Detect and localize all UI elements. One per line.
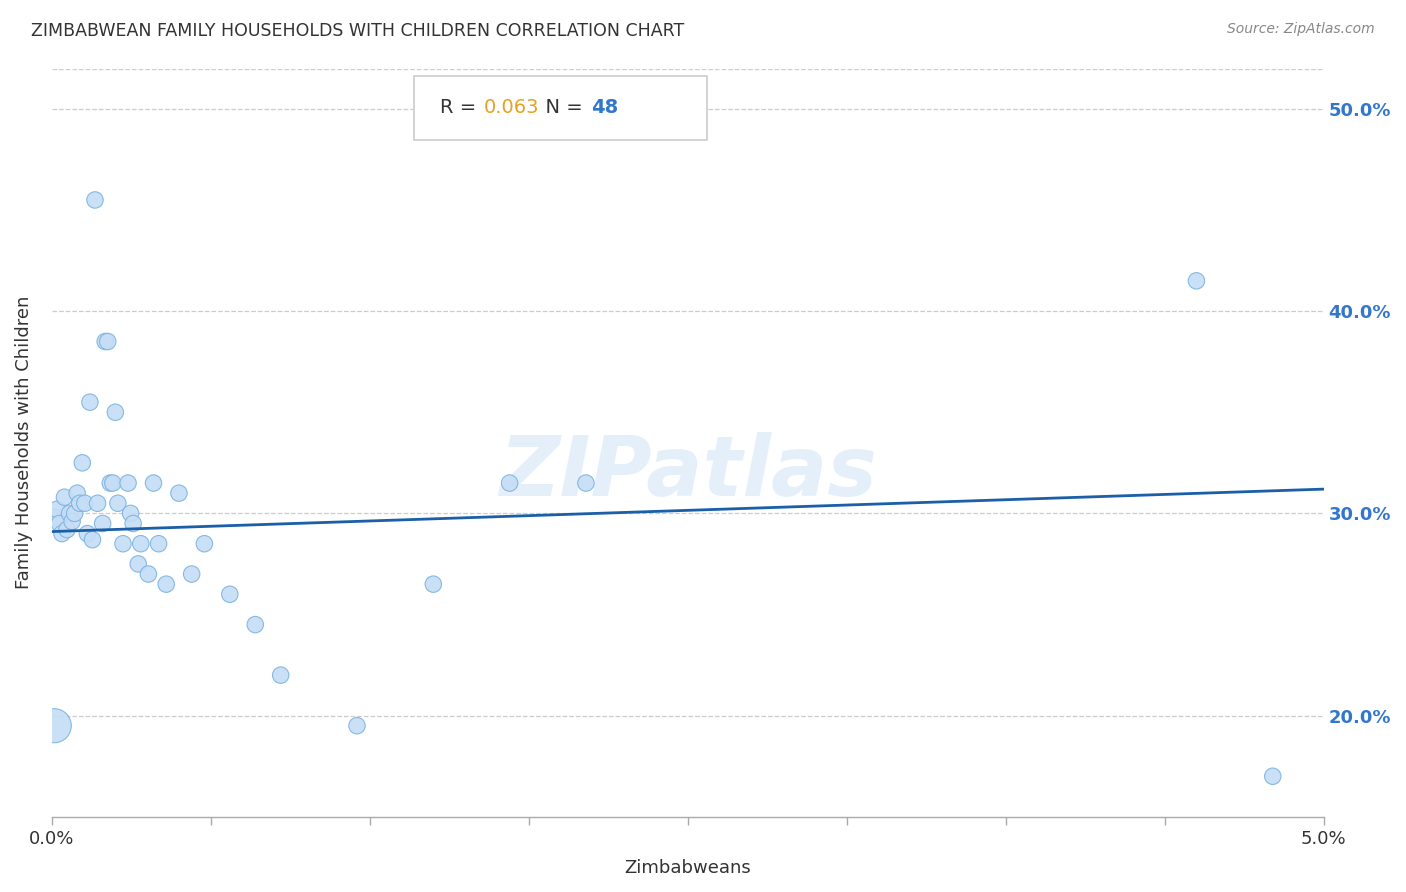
Point [44, 510, 66, 524]
Point [117, 476, 139, 491]
Point [76, 526, 98, 541]
Point [60, 515, 83, 529]
Point [155, 577, 177, 591]
Point [79, 395, 101, 409]
Text: ZIPatlas: ZIPatlas [499, 432, 876, 513]
Text: 48: 48 [591, 98, 619, 117]
Y-axis label: Family Households with Children: Family Households with Children [15, 296, 32, 590]
Text: N =: N = [533, 98, 589, 117]
Point [48, 516, 70, 531]
Point [167, 486, 190, 500]
Point [218, 587, 240, 601]
Point [58, 507, 80, 521]
Point [69, 496, 91, 510]
Point [98, 476, 121, 491]
Point [101, 476, 124, 491]
Point [66, 486, 89, 500]
Point [94, 334, 117, 349]
Point [72, 456, 94, 470]
Point [346, 719, 368, 733]
Point [245, 617, 267, 632]
Point [1185, 274, 1208, 288]
Point [138, 567, 160, 582]
Point [91, 516, 114, 531]
Point [127, 557, 149, 571]
Point [45, 502, 67, 516]
Point [51, 526, 73, 541]
Text: R =: R = [440, 98, 482, 117]
Point [107, 496, 129, 510]
Point [63, 507, 86, 521]
Point [1261, 769, 1284, 783]
Point [122, 516, 145, 531]
Point [142, 476, 165, 491]
Point [73, 496, 96, 510]
Point [129, 537, 152, 551]
Point [120, 507, 142, 521]
Point [84, 193, 107, 207]
Point [82, 533, 104, 547]
Point [104, 405, 127, 419]
Point [498, 476, 520, 491]
Point [180, 567, 202, 582]
Point [111, 537, 134, 551]
Text: ZIMBABWEAN FAMILY HOUSEHOLDS WITH CHILDREN CORRELATION CHART: ZIMBABWEAN FAMILY HOUSEHOLDS WITH CHILDR… [31, 22, 685, 40]
FancyBboxPatch shape [415, 76, 707, 139]
Point [270, 668, 292, 682]
Text: 0.063: 0.063 [484, 98, 540, 117]
Point [56, 523, 79, 537]
Point [97, 334, 120, 349]
Point [422, 577, 444, 591]
Point [148, 537, 170, 551]
X-axis label: Zimbabweans: Zimbabweans [624, 859, 751, 877]
Text: Source: ZipAtlas.com: Source: ZipAtlas.com [1227, 22, 1375, 37]
Point [44, 719, 66, 733]
Point [193, 537, 215, 551]
Point [575, 476, 598, 491]
Point [86, 496, 108, 510]
Point [53, 490, 76, 504]
